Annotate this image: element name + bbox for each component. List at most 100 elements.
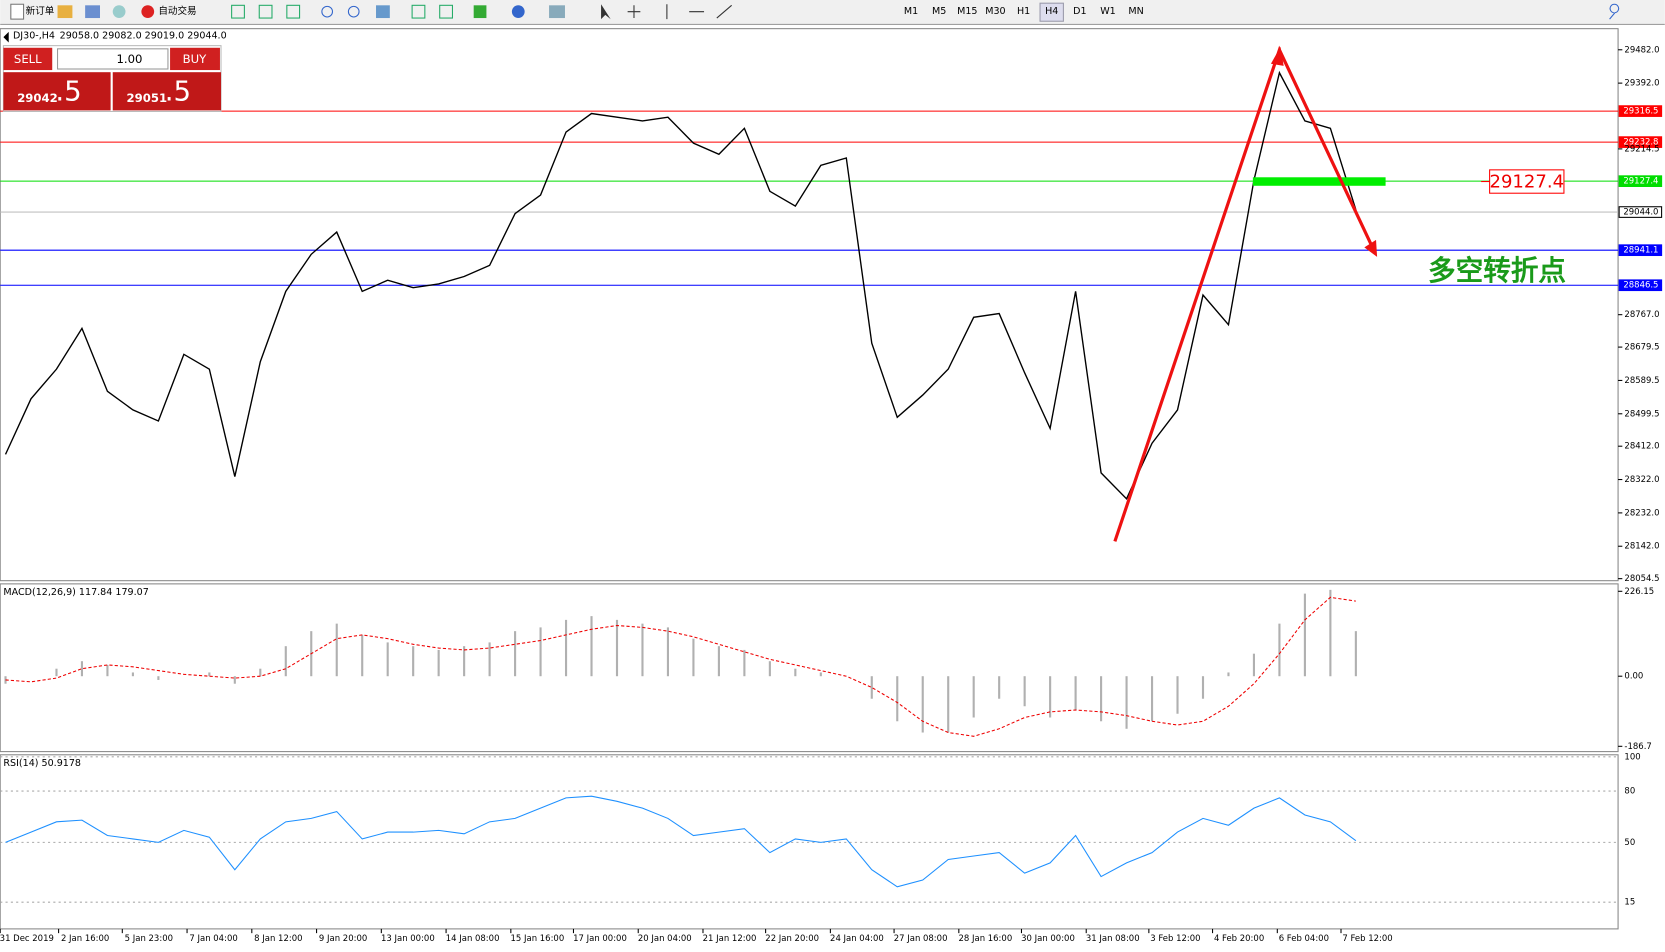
tool-icon[interactable]	[439, 4, 453, 19]
toolbar-icon[interactable]	[85, 5, 101, 19]
y-tick-label: 29214.5	[1624, 144, 1659, 154]
timeframe-button[interactable]: H1	[1017, 6, 1030, 17]
price-window	[0, 28, 1619, 582]
zoom-in[interactable]	[321, 5, 334, 18]
y-tick-label: 28499.5	[1624, 409, 1659, 419]
timeframe-button[interactable]: M1	[904, 6, 918, 17]
buy-label[interactable]: BUY	[183, 52, 208, 66]
y-tick-label: 29482.0	[1624, 45, 1659, 55]
level-tag	[1618, 175, 1663, 187]
y-tick-label: 28054.5	[1624, 574, 1659, 584]
tool-icon[interactable]	[231, 4, 245, 19]
timeframe-active[interactable]	[1039, 2, 1064, 22]
level-label: 28846.5	[1623, 281, 1658, 291]
line-tools[interactable]	[666, 4, 732, 20]
x-tick-label: 17 Jan 00:00	[573, 934, 627, 944]
sell-button[interactable]	[3, 47, 53, 71]
x-tick-label: 22 Jan 20:00	[765, 934, 819, 944]
annotation-price: 29127.4	[1489, 172, 1564, 193]
x-tick-label: 4 Feb 20:00	[1214, 934, 1264, 944]
y-tick-label: 29392.0	[1624, 79, 1659, 89]
level-label: 29127.4	[1623, 177, 1658, 187]
y-tick-label: 100	[1624, 752, 1640, 762]
sell-label[interactable]: SELL	[14, 52, 42, 66]
level-lines: 29316.5 29232.8 29127.4 29044.0 28941.1 28846…	[0, 105, 1663, 292]
timeframe-button[interactable]: H4	[1045, 6, 1058, 17]
timeframe-button[interactable]: MN	[1128, 6, 1143, 17]
auto-trade-icon[interactable]	[141, 5, 155, 19]
chart-ohlc: 29058.0 29082.0 29019.0 29044.0	[60, 31, 227, 42]
x-tick-label: 13 Jan 00:00	[381, 934, 435, 944]
lots-value[interactable]: 1.00	[116, 52, 142, 66]
y-tick-label: 15	[1624, 898, 1635, 908]
x-tick-label: 14 Jan 08:00	[446, 934, 500, 944]
rsi-title: RSI(14) 50.9178	[3, 758, 81, 769]
y-tick-label: -186.7	[1624, 742, 1651, 752]
bid-box[interactable]	[3, 72, 111, 111]
y-tick-label: 28142.0	[1624, 542, 1659, 552]
timeframe-button[interactable]: M15	[957, 6, 977, 17]
timeframe-button[interactable]: W1	[1100, 6, 1116, 17]
tool-icon[interactable]	[258, 4, 273, 19]
x-tick-label: 5 Jan 23:00	[125, 934, 173, 944]
ask-fraction[interactable]: .5	[165, 74, 191, 107]
x-tick-label: 27 Jan 08:00	[894, 934, 948, 944]
y-tick-label: 50	[1624, 838, 1635, 848]
x-tick-label: 30 Jan 00:00	[1021, 934, 1075, 944]
zoom-out[interactable]	[347, 5, 360, 18]
timeframe-bar: M1 M5 M15 M30 H1 H4 D1 W1 MN	[904, 2, 1144, 22]
ask-price[interactable]: 29051	[127, 91, 168, 105]
annotation-box	[1489, 169, 1565, 194]
templates-icon[interactable]	[549, 5, 565, 19]
timeframe-button[interactable]: M5	[932, 6, 946, 17]
new-order-button[interactable]: 新订单	[26, 5, 55, 17]
ask-box[interactable]	[112, 72, 222, 111]
x-tick-label: 9 Jan 20:00	[319, 934, 367, 944]
y-tick-label: 80	[1624, 787, 1635, 797]
tool-icon[interactable]	[376, 5, 390, 19]
y-tick-label: 0.00	[1624, 672, 1643, 682]
x-tick-label: 31 Jan 08:00	[1086, 934, 1140, 944]
auto-trade-button[interactable]: 自动交易	[158, 5, 196, 17]
x-tick-label: 20 Jan 04:00	[638, 934, 692, 944]
macd-title: MACD(12,26,9) 117.84 179.07	[3, 587, 148, 598]
level-label: 29316.5	[1623, 107, 1658, 117]
y-tick-label: 28767.0	[1624, 310, 1659, 320]
level-tag	[1618, 105, 1663, 117]
level-label: 29044.0	[1623, 208, 1658, 218]
bid-fraction[interactable]: .5	[55, 74, 81, 107]
y-tick-label: 28679.5	[1624, 343, 1659, 353]
search-icon[interactable]	[1609, 3, 1620, 20]
x-tick-label: 6 Feb 04:00	[1279, 934, 1329, 944]
chart-icon	[3, 31, 9, 43]
timeframe-button[interactable]: M30	[985, 6, 1005, 17]
toolbar-icon[interactable]	[112, 5, 126, 19]
periods-icon[interactable]	[511, 5, 525, 19]
tool-icon[interactable]	[411, 4, 426, 19]
x-tick-label: 28 Jan 16:00	[959, 934, 1013, 944]
y-tick-label: 28322.0	[1624, 475, 1659, 485]
plot: 29482.0 29392.0 29214.5 28767.0 28679.5 28589…	[0, 45, 1660, 944]
y-tick-label: 226.15	[1624, 587, 1654, 597]
x-tick-label: 8 Jan 12:00	[254, 934, 302, 944]
x-tick-label: 2 Jan 16:00	[61, 934, 109, 944]
y-tick-label: 28589.5	[1624, 376, 1659, 386]
crosshair-tool[interactable]	[627, 5, 641, 19]
lots-input[interactable]	[57, 48, 169, 70]
buy-button[interactable]	[170, 47, 220, 71]
x-tick-label: 15 Jan 16:00	[511, 934, 565, 944]
level-label: 28941.1	[1623, 246, 1658, 256]
y-tick-label: 28232.0	[1624, 508, 1659, 518]
chart-symbol: DJ30-,H4	[13, 31, 55, 42]
bid-price[interactable]: 29042	[17, 91, 58, 105]
tool-icon[interactable]	[286, 4, 301, 19]
level-tag	[1618, 244, 1663, 257]
new-order-icon[interactable]	[10, 3, 25, 20]
toolbar-icon[interactable]	[57, 5, 73, 19]
timeframe-button[interactable]: D1	[1073, 6, 1086, 17]
indicators-icon[interactable]	[473, 5, 487, 19]
x-tick-label: 24 Jan 04:00	[830, 934, 884, 944]
level-tag	[1618, 206, 1663, 218]
